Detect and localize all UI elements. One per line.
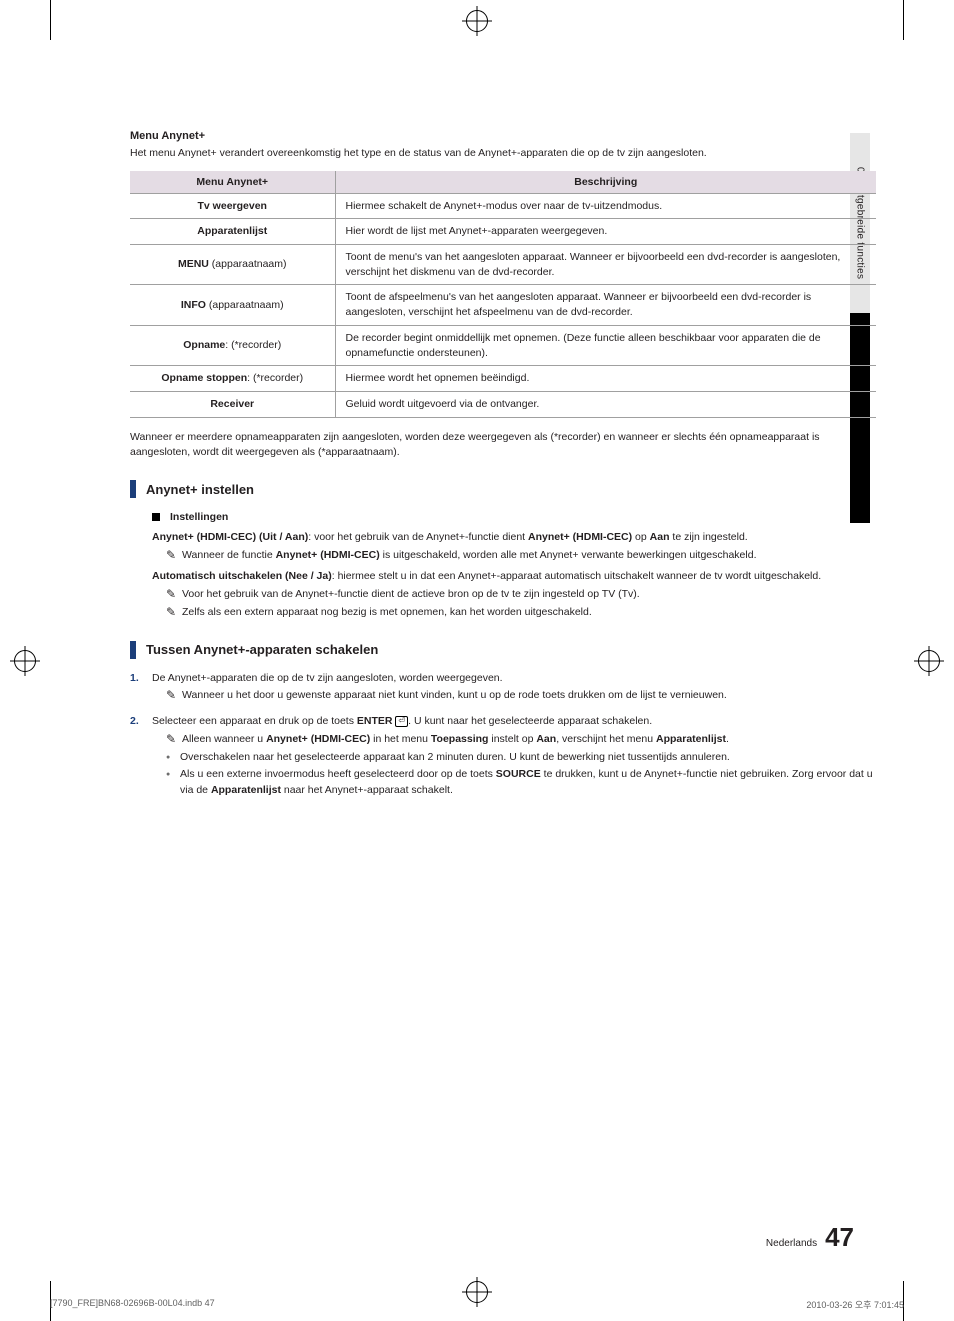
bullet-wait-2min: ● Overschakelen naar het geselecteerde a… bbox=[166, 750, 876, 766]
note-icon: ✎ bbox=[166, 688, 182, 702]
note-icon: ✎ bbox=[166, 605, 182, 619]
footer-language: Nederlands bbox=[766, 1238, 817, 1249]
print-footer-timestamp: 2010-03-26 오후 7:01:45 bbox=[806, 1298, 904, 1311]
bullet-icon: ● bbox=[166, 750, 180, 765]
note-hdmi-disabled: ✎ Wanneer de functie Anynet+ (HDMI-CEC) … bbox=[166, 548, 876, 564]
step-1: 1. De Anynet+-apparaten die op de tv zij… bbox=[130, 671, 876, 707]
anynet-menu-table: Menu Anynet+ Beschrijving Tv weergeven H… bbox=[130, 171, 876, 418]
table-header-row: Menu Anynet+ Beschrijving bbox=[130, 171, 876, 194]
setup-heading-text: Anynet+ instellen bbox=[146, 482, 254, 497]
crop-mark bbox=[903, 0, 904, 40]
heading-bar-icon bbox=[130, 641, 136, 659]
bullet-icon: ● bbox=[166, 767, 180, 782]
print-footer-file: [7790_FRE]BN68-02696B-00L04.indb 47 bbox=[50, 1298, 215, 1311]
square-bullet-icon bbox=[152, 513, 160, 521]
registration-mark-icon bbox=[466, 10, 488, 32]
table-header-col2: Beschrijving bbox=[335, 171, 876, 194]
print-footer: [7790_FRE]BN68-02696B-00L04.indb 47 2010… bbox=[50, 1298, 904, 1311]
registration-mark-icon bbox=[14, 650, 36, 672]
table-row: Apparatenlijst Hier wordt de lijst met A… bbox=[130, 219, 876, 245]
crop-mark bbox=[50, 0, 51, 40]
step-number: 2. bbox=[130, 714, 152, 730]
table-row: MENU (apparaatnaam) Toont de menu's van … bbox=[130, 245, 876, 285]
step-2-text: Selecteer een apparaat en druk op de toe… bbox=[152, 714, 876, 730]
table-row: INFO (apparaatnaam) Toont de afspeelmenu… bbox=[130, 285, 876, 325]
step-number: 1. bbox=[130, 671, 152, 687]
table-row: Tv weergeven Hiermee schakelt de Anynet+… bbox=[130, 193, 876, 219]
table-row: Receiver Geluid wordt uitgevoerd via de … bbox=[130, 391, 876, 417]
note-recording: ✎ Zelfs als een extern apparaat nog bezi… bbox=[166, 605, 876, 621]
page-footer: Nederlands 47 bbox=[766, 1222, 854, 1253]
table-row: Opname: (*recorder) De recorder begint o… bbox=[130, 325, 876, 365]
settings-subhead-text: Instellingen bbox=[170, 510, 228, 526]
menu-anynet-intro: Het menu Anynet+ verandert overeenkomsti… bbox=[130, 146, 876, 161]
step-1-text: De Anynet+-apparaten die op de tv zijn a… bbox=[152, 671, 876, 687]
setting-hdmi-cec: Anynet+ (HDMI-CEC) (Uit / Aan): voor het… bbox=[152, 530, 876, 546]
registration-mark-icon bbox=[918, 650, 940, 672]
setup-heading: Anynet+ instellen bbox=[130, 480, 876, 498]
step-2: 2. Selecteer een apparaat en druk op de … bbox=[130, 714, 876, 801]
step-1-note: ✎ Wanneer u het door u gewenste apparaat… bbox=[166, 688, 876, 704]
note-active-source: ✎ Voor het gebruik van de Anynet+-functi… bbox=[166, 587, 876, 603]
note-icon: ✎ bbox=[166, 548, 182, 562]
setting-auto-off: Automatisch uitschakelen (Nee / Ja): hie… bbox=[152, 569, 876, 585]
switch-heading: Tussen Anynet+-apparaten schakelen bbox=[130, 641, 876, 659]
table-header-col1: Menu Anynet+ bbox=[130, 171, 335, 194]
note-icon: ✎ bbox=[166, 587, 182, 601]
note-icon: ✎ bbox=[166, 732, 182, 746]
settings-subhead: Instellingen bbox=[152, 510, 876, 526]
after-table-note: Wanneer er meerdere opnameapparaten zijn… bbox=[130, 430, 876, 460]
enter-icon: ⏎ bbox=[395, 716, 408, 727]
bullet-source: ● Als u een externe invoermodus heeft ge… bbox=[166, 767, 876, 799]
heading-bar-icon bbox=[130, 480, 136, 498]
step-2-note: ✎ Alleen wanneer u Anynet+ (HDMI-CEC) in… bbox=[166, 732, 876, 748]
menu-anynet-title: Menu Anynet+ bbox=[130, 130, 876, 142]
table-row: Opname stoppen: (*recorder) Hiermee word… bbox=[130, 366, 876, 392]
footer-page-number: 47 bbox=[825, 1222, 854, 1253]
switch-heading-text: Tussen Anynet+-apparaten schakelen bbox=[146, 642, 378, 657]
